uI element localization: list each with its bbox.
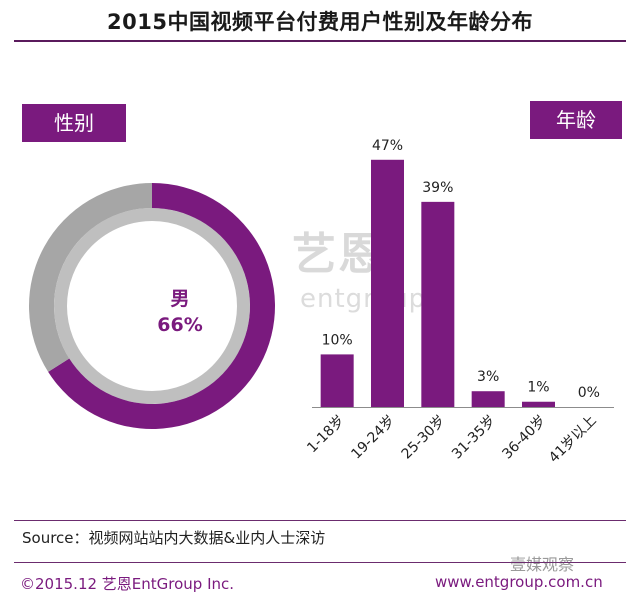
bar-value-label: 0% (578, 385, 600, 401)
x-tick-label: 41岁以上 (546, 413, 600, 467)
footer-divider (14, 562, 626, 563)
bar-value-label: 3% (477, 369, 499, 385)
age-bar-chart: 10% 1-18岁 47% 19-24岁 39% 25-30岁 3% 31-35岁 1% 36-4… (304, 138, 614, 466)
x-tick-label: 31-35岁 (449, 413, 499, 463)
x-tick-label: 1-18岁 (304, 413, 348, 457)
chart-title: 2015中国视频平台付费用户性别及年龄分布 (107, 10, 533, 34)
bar-0 (320, 354, 354, 407)
x-tick-label: 25-30岁 (399, 413, 449, 463)
gender-tag: 性别 (22, 104, 126, 142)
bar-2 (421, 201, 455, 407)
bar-value-label: 10% (322, 332, 353, 348)
donut-male-label: 男 (170, 288, 190, 310)
donut-male-value: 66% (157, 314, 203, 336)
bar-3 (471, 391, 505, 407)
source-note: Source：视频网站站内大数据&业内人士深访 (22, 529, 326, 547)
x-tick-label: 19-24岁 (348, 413, 398, 463)
bar-value-label: 1% (527, 380, 549, 396)
gender-donut-chart (29, 183, 276, 430)
bar-1 (371, 159, 404, 407)
wechat-watermark: 壹媒观察 (510, 555, 575, 574)
source-divider (14, 520, 626, 521)
bar-value-label: 47% (372, 138, 403, 154)
watermark-logo: 艺恩 (292, 229, 384, 280)
age-tag: 年龄 (530, 101, 622, 139)
x-tick-label: 36-40岁 (499, 413, 549, 463)
title-divider (14, 40, 626, 42)
donut-inner-ring (54, 208, 250, 404)
bar-value-label: 39% (422, 180, 453, 196)
copyright: ©2015.12 艺恩EntGroup Inc. (20, 575, 235, 593)
bar-4 (522, 401, 555, 407)
watermark-logo-sub: entgroup (300, 284, 427, 314)
donut-slice-1 (29, 183, 153, 372)
website-url: www.entgroup.com.cn (435, 573, 603, 591)
